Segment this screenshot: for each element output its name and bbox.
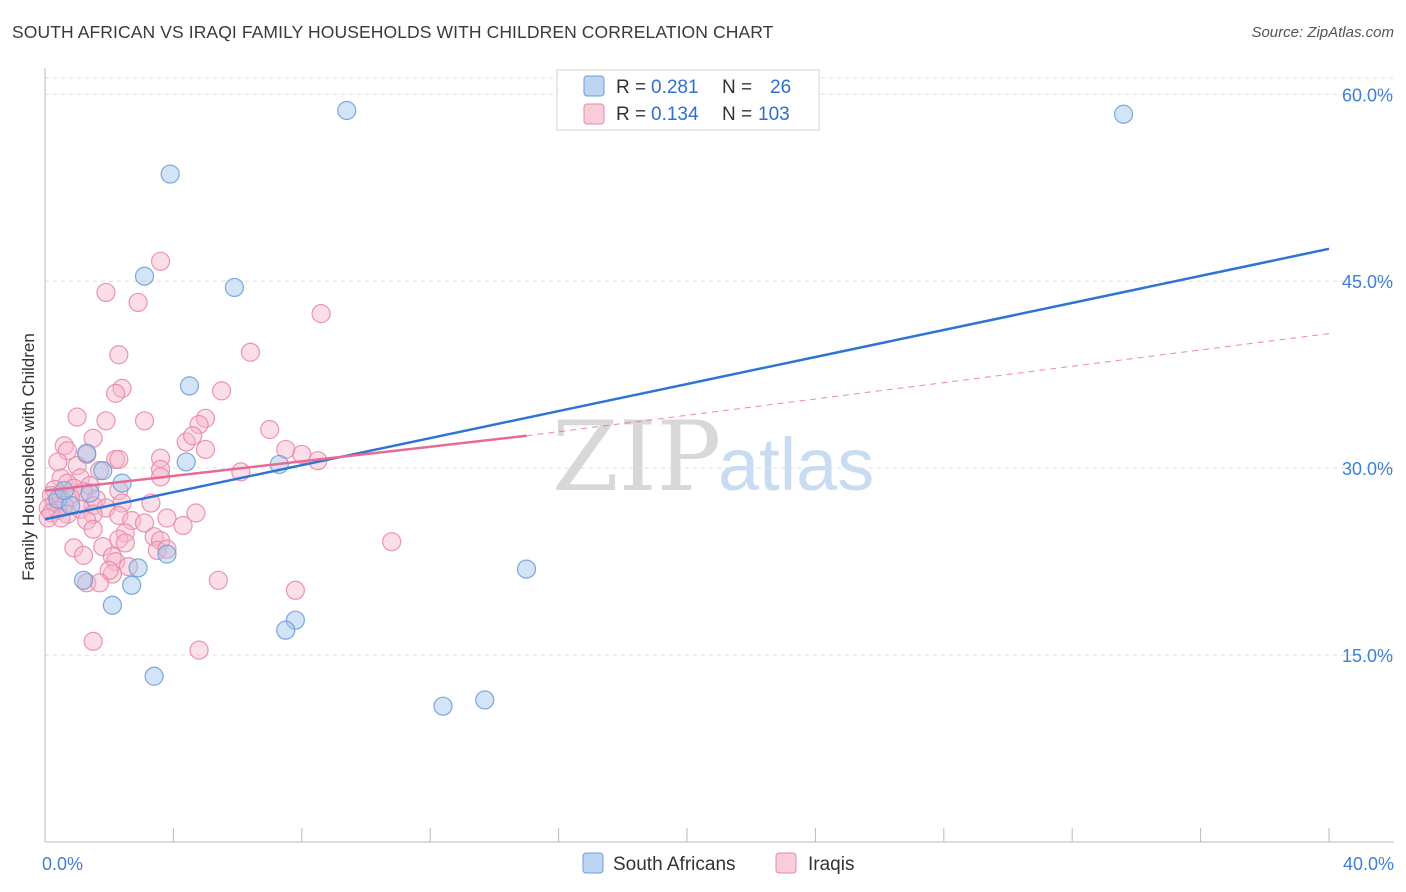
iraqis-point-24: [195, 439, 216, 460]
iraqis-point-9: [96, 411, 116, 431]
south-africans-point-4: [224, 277, 244, 298]
watermark-atlas: atlas: [718, 423, 874, 506]
iraqis-point-72: [382, 532, 402, 552]
stats-legend-n-label-1: N =: [722, 104, 752, 125]
legend-label-south-africans: South Africans: [613, 854, 736, 875]
iraqis-point-3: [311, 304, 331, 324]
south-africans-point-23: [144, 666, 164, 686]
legend-swatch-south-africans: [582, 852, 604, 874]
y-tick-label-15: 15.0%: [1342, 646, 1393, 666]
south-africans-point-19: [102, 595, 123, 615]
grid-lines: [45, 77, 1394, 656]
iraqis-point-8: [211, 381, 232, 401]
y-tick-label-30: 30.0%: [1342, 459, 1393, 479]
south-africans-point-15: [157, 544, 177, 564]
iraqis-point-0: [150, 251, 171, 271]
legend-swatch-iraqis: [775, 852, 797, 874]
stats-legend-n-label-0: N =: [722, 77, 752, 98]
south-africans-point-5: [179, 376, 200, 396]
chart-title: SOUTH AFRICAN VS IRAQI FAMILY HOUSEHOLDS…: [12, 22, 774, 42]
iraqis-point-64: [134, 513, 155, 533]
iraqis-point-1: [96, 282, 116, 303]
iraqis-point-75: [64, 538, 84, 558]
stats-legend-r-label-1: R =: [616, 104, 646, 125]
iraqis-point-33: [51, 468, 71, 488]
stats-legend-n-value-1: 103: [758, 104, 790, 125]
iraqis-point-85: [89, 573, 110, 593]
iraqis-point-23: [150, 448, 171, 468]
south-africans-point-14: [54, 480, 74, 501]
iraqis-point-73: [115, 533, 135, 553]
south-africans-point-24: [475, 690, 495, 710]
watermark-zip: ZIP: [552, 401, 721, 513]
south-africans-point-13: [77, 443, 97, 463]
south-africans-point-2: [160, 164, 180, 184]
south-africans-point-12: [93, 461, 113, 481]
iraqis-point-2: [128, 292, 148, 313]
iraqis-point-67: [83, 519, 103, 539]
watermark: ZIP atlas: [552, 401, 874, 513]
south-africans-point-21: [285, 610, 305, 630]
iraqis-trend-extension: [526, 333, 1330, 437]
south-africans-point-1: [1113, 104, 1134, 124]
iraqis-point-13: [67, 407, 87, 427]
iraqis-point-4: [109, 345, 129, 365]
iraqis-point-22: [109, 449, 129, 470]
south-africans-point-22: [276, 620, 296, 640]
south-africans-point-16: [128, 558, 148, 578]
south-africans-point-20: [516, 559, 537, 579]
trend-lines: [44, 247, 1330, 521]
south-africans-trend-line: [44, 247, 1330, 521]
iraqis-point-88: [83, 631, 103, 651]
iraqis-point-77: [157, 539, 177, 559]
iraqis-point-87: [285, 580, 305, 600]
source-label: Source: ZipAtlas.com: [1251, 24, 1394, 41]
y-axis-label: Family Households with Children: [19, 333, 38, 581]
iraqis-point-6: [112, 378, 132, 398]
iraqis-point-86: [208, 570, 228, 590]
iraqis-point-17: [183, 426, 203, 446]
stats-legend-r-value-1: 0.134: [651, 104, 699, 125]
iraqis-point-89: [189, 640, 209, 660]
iraqis-point-58: [109, 505, 129, 526]
iraqis-point-81: [118, 556, 139, 577]
south-africans-point-17: [73, 570, 94, 590]
series-legend: South Africans Iraqis: [582, 852, 854, 875]
stats-legend-r-value-0: 0.281: [651, 77, 699, 98]
south-africans-point-0: [337, 100, 357, 121]
south-africans-point-3: [134, 266, 155, 286]
stats-legend-r-label-0: R =: [616, 77, 646, 98]
legend-label-iraqis: Iraqis: [808, 854, 854, 875]
south-africans-point-18: [122, 575, 142, 595]
stats-legend-swatch-iraqis: [583, 103, 605, 125]
iraqis-point-10: [134, 411, 155, 431]
iraqis-point-59: [186, 503, 206, 523]
iraqis-point-76: [147, 540, 167, 561]
iraqis-point-28: [48, 452, 68, 472]
iraqis-point-79: [73, 545, 94, 565]
tick-labels: 15.0% 30.0% 45.0% 60.0% 0.0% 40.0%: [42, 85, 1394, 874]
south-africans-point-6: [176, 452, 196, 472]
iraqis-point-7: [106, 383, 126, 403]
y-tick-label-60: 60.0%: [1342, 85, 1393, 105]
axes: [44, 68, 1394, 843]
south-africans-point-9: [80, 483, 100, 503]
iraqis-point-12: [189, 414, 209, 435]
y-tick-label-45: 45.0%: [1342, 272, 1393, 292]
x-tick-label-0: 0.0%: [42, 854, 83, 874]
stats-legend: R = 0.281 N = 26 R = 0.134 N = 103: [556, 69, 820, 131]
iraqis-point-66: [173, 515, 193, 536]
iraqis-trend-line: [44, 434, 527, 492]
iraqis-point-74: [93, 537, 113, 557]
stats-legend-n-value-0: 26: [770, 77, 791, 98]
iraqis-point-14: [260, 419, 280, 440]
x-tick-label-40: 40.0%: [1343, 854, 1394, 874]
iraqis-point-5: [240, 342, 261, 362]
data-points: [38, 100, 1134, 716]
iraqis-point-65: [157, 508, 177, 528]
stats-legend-swatch-south-africans: [583, 75, 605, 97]
south-africans-point-25: [433, 696, 453, 716]
